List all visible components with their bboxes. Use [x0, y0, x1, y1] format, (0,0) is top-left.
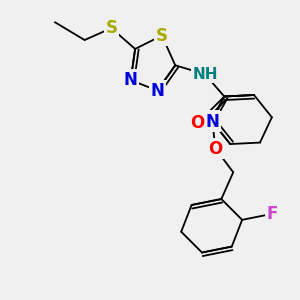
Text: O: O	[208, 140, 223, 158]
Text: O: O	[190, 114, 205, 132]
Text: NH: NH	[192, 67, 218, 82]
Text: S: S	[105, 19, 117, 37]
Text: F: F	[266, 205, 278, 223]
Text: N: N	[151, 82, 164, 100]
Text: O: O	[204, 111, 218, 129]
Text: N: N	[124, 71, 138, 89]
Text: N: N	[206, 113, 219, 131]
Text: S: S	[156, 27, 168, 45]
